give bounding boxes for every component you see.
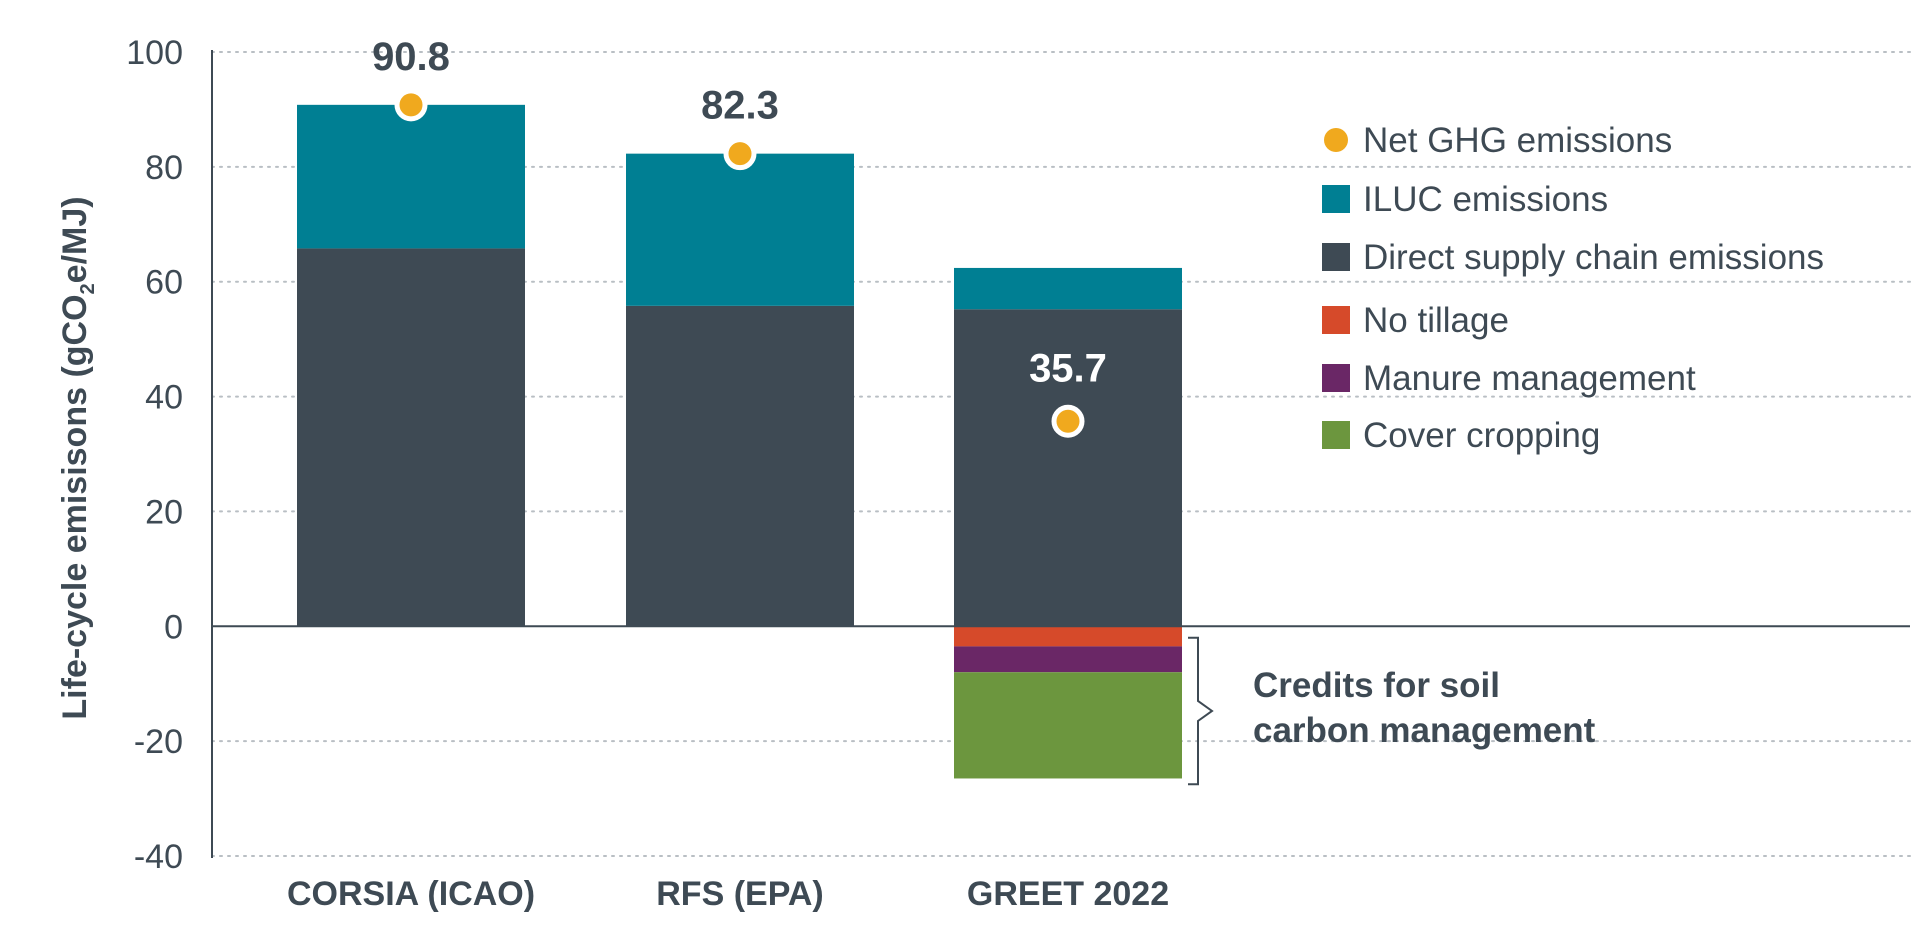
y-tick-label: -20 <box>134 723 183 761</box>
y-axis-title-prefix: Life-cycle emisisons (gCO <box>56 294 94 719</box>
legend-label-net-ghg-emissions: Net GHG emissions <box>1363 121 1672 160</box>
net-markers: 90.8 82.3 35.7 <box>372 35 1107 438</box>
y-axis-title-suffix: e/MJ) <box>56 196 94 283</box>
credits-annotation-line: Credits for soil <box>1253 666 1500 705</box>
legend: Net GHG emissions ILUC emissions Direct su… <box>1322 121 1824 455</box>
y-tick-label: 60 <box>145 264 183 302</box>
y-axis-title: Life-cycle emisisons (gCO2e/MJ) <box>56 196 99 719</box>
bar-rfs-epa-direct-supply-chain-emissions <box>626 305 854 627</box>
x-tick-label: CORSIA (ICAO) <box>287 875 535 913</box>
credits-annotation: Credits for soil carbon management <box>1188 636 1596 786</box>
legend-label-no-tillage: No tillage <box>1363 301 1509 340</box>
legend-marker-no-tillage <box>1322 306 1350 334</box>
net-value-label: 90.8 <box>372 35 450 79</box>
bar-greet-2022-direct-supply-chain-emissions <box>954 309 1182 627</box>
bar-greet-2022-cover-cropping <box>954 672 1182 779</box>
bar-corsia-icao-direct-supply-chain-emissions <box>297 248 525 627</box>
legend-label-cover-cropping: Cover cropping <box>1363 416 1600 455</box>
net-value-label: 82.3 <box>701 84 779 128</box>
bar-rfs-epa-iluc-emissions <box>626 153 854 306</box>
y-tick-label: 0 <box>164 608 183 646</box>
x-tick-label: GREET 2022 <box>967 875 1169 913</box>
legend-marker-manure-management <box>1322 364 1350 392</box>
legend-marker-cover-cropping <box>1322 421 1350 449</box>
legend-label-direct-supply-chain-emissions: Direct supply chain emissions <box>1363 238 1824 277</box>
x-tick-label: RFS (EPA) <box>656 875 823 913</box>
net-marker-greet-2022 <box>1051 404 1085 438</box>
legend-label-iluc-emissions: ILUC emissions <box>1363 180 1608 219</box>
legend-label-manure-management: Manure management <box>1363 359 1696 398</box>
bar-greet-2022-no-tillage <box>954 626 1182 647</box>
net-value-label: 35.7 <box>1029 346 1107 390</box>
bar-greet-2022-manure-management <box>954 646 1182 673</box>
credits-brace <box>1188 636 1214 786</box>
y-tick-label: 80 <box>145 149 183 187</box>
bars <box>297 104 1182 779</box>
legend-marker-direct-supply-chain-emissions <box>1322 243 1350 271</box>
bar-greet-2022-iluc-emissions <box>954 267 1182 310</box>
net-marker-rfs-epa <box>723 137 757 171</box>
credits-annotation-line: carbon management <box>1253 711 1596 750</box>
y-tick-label: -40 <box>134 838 183 876</box>
legend-marker-net-ghg-emissions <box>1324 128 1348 152</box>
y-tick-label: 40 <box>145 379 183 417</box>
axes: 100 80 60 40 20 0 -20 -40 CORSIA (ICAO) RFS (EPA)… <box>56 34 1910 913</box>
net-marker-corsia-icao <box>394 88 428 122</box>
legend-marker-iluc-emissions <box>1322 185 1350 213</box>
y-axis-title-subscript: 2 <box>77 283 99 294</box>
bar-corsia-icao-iluc-emissions <box>297 104 525 249</box>
y-tick-label: 100 <box>126 34 183 72</box>
y-tick-label: 20 <box>145 493 183 531</box>
